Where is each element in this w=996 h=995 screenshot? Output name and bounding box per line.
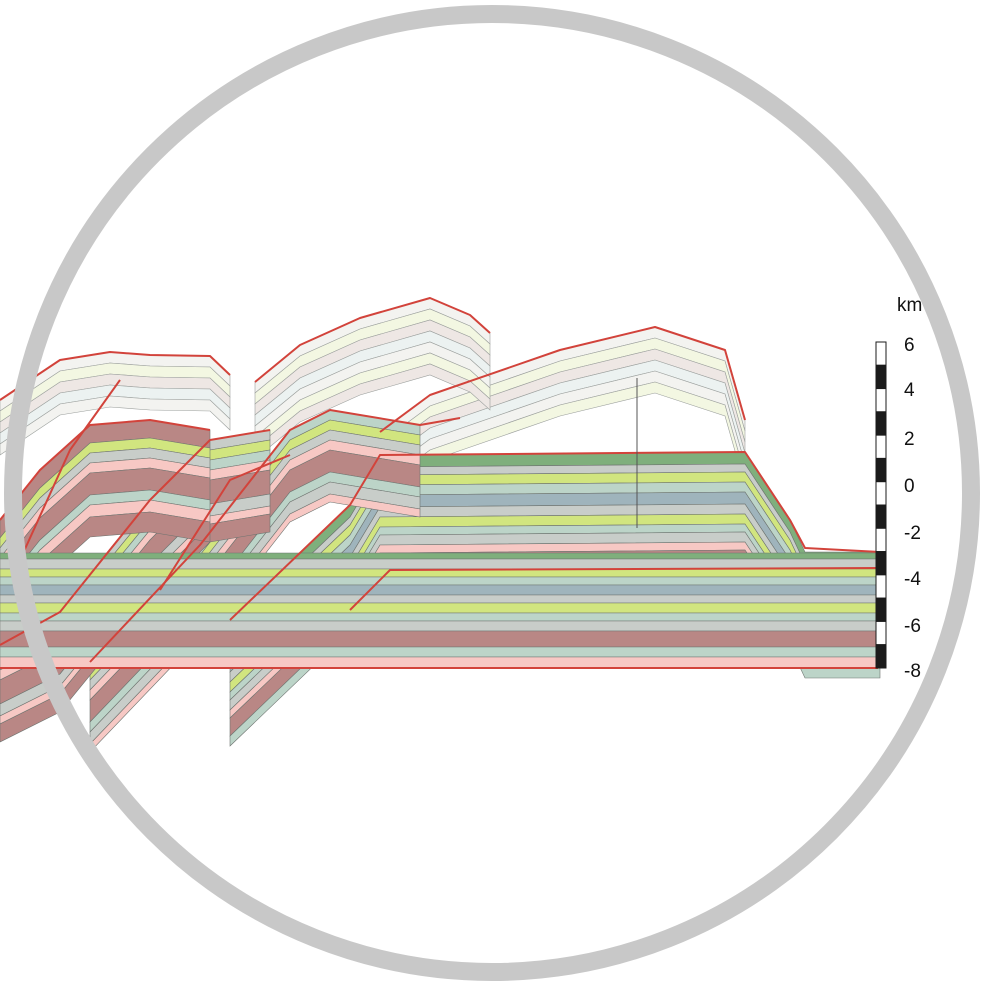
fault-trace	[0, 419, 211, 521]
scale-bar-segment	[875, 481, 887, 506]
eroded-upper-section	[0, 297, 746, 499]
scale-bar-segment	[875, 364, 887, 390]
strata-band	[89, 493, 421, 753]
foreland-layer	[0, 584, 879, 596]
scale-tick-label: 2	[904, 429, 915, 450]
scale-tick-label: -6	[904, 616, 921, 637]
foreland-layer	[0, 646, 879, 658]
scale-tick-label: -8	[904, 661, 921, 682]
vertical-scale-bar: km 6 4 2 0 -2 -4 -6 -8	[875, 295, 922, 682]
foreland-flat-strata	[0, 552, 879, 669]
eroded-second-sheet	[254, 297, 491, 460]
scale-bar-segment	[875, 434, 887, 459]
foreland-layer	[0, 656, 879, 669]
scale-tick-label: 6	[904, 335, 915, 356]
scale-tick-label: -2	[904, 523, 921, 544]
scale-bar-segment	[875, 597, 887, 622]
fault-trace	[159, 454, 291, 591]
eroded-band	[254, 363, 491, 460]
eroded-hinterland-sheet	[0, 351, 231, 456]
scale-bar-segment	[875, 620, 887, 646]
scale-bar-segment	[875, 574, 887, 599]
scale-unit-label: km	[897, 295, 922, 316]
foreland-layer	[0, 576, 879, 586]
scale-bar-segment	[875, 411, 887, 436]
fault-trace	[379, 326, 746, 433]
scale-bar-segment	[875, 551, 887, 576]
scale-tick-label: 0	[904, 476, 915, 497]
fault-trace	[0, 351, 231, 401]
foreland-layer	[0, 630, 879, 648]
scale-tick-label: -4	[904, 569, 921, 590]
circular-frame	[4, 5, 980, 981]
foreland-layer	[0, 594, 879, 604]
foreland-layer	[0, 602, 879, 614]
foreland-layer	[0, 620, 879, 632]
foreland-layer	[0, 552, 879, 560]
scale-bar-segment	[875, 644, 887, 669]
scale-bar-segment	[875, 457, 887, 483]
foreland-layer	[0, 558, 879, 570]
scale-bar-segment	[875, 527, 887, 553]
fault-trace	[254, 297, 491, 383]
scale-bar-segment	[875, 388, 887, 413]
fault-trace	[19, 379, 121, 561]
scale-bar-segment	[875, 341, 887, 366]
scale-bar-segment	[875, 504, 887, 529]
fault-trace	[349, 567, 881, 611]
eroded-band	[0, 395, 231, 456]
fault-trace	[229, 451, 881, 621]
scale-tick-label: 4	[904, 380, 915, 401]
fault-trace	[89, 409, 461, 663]
